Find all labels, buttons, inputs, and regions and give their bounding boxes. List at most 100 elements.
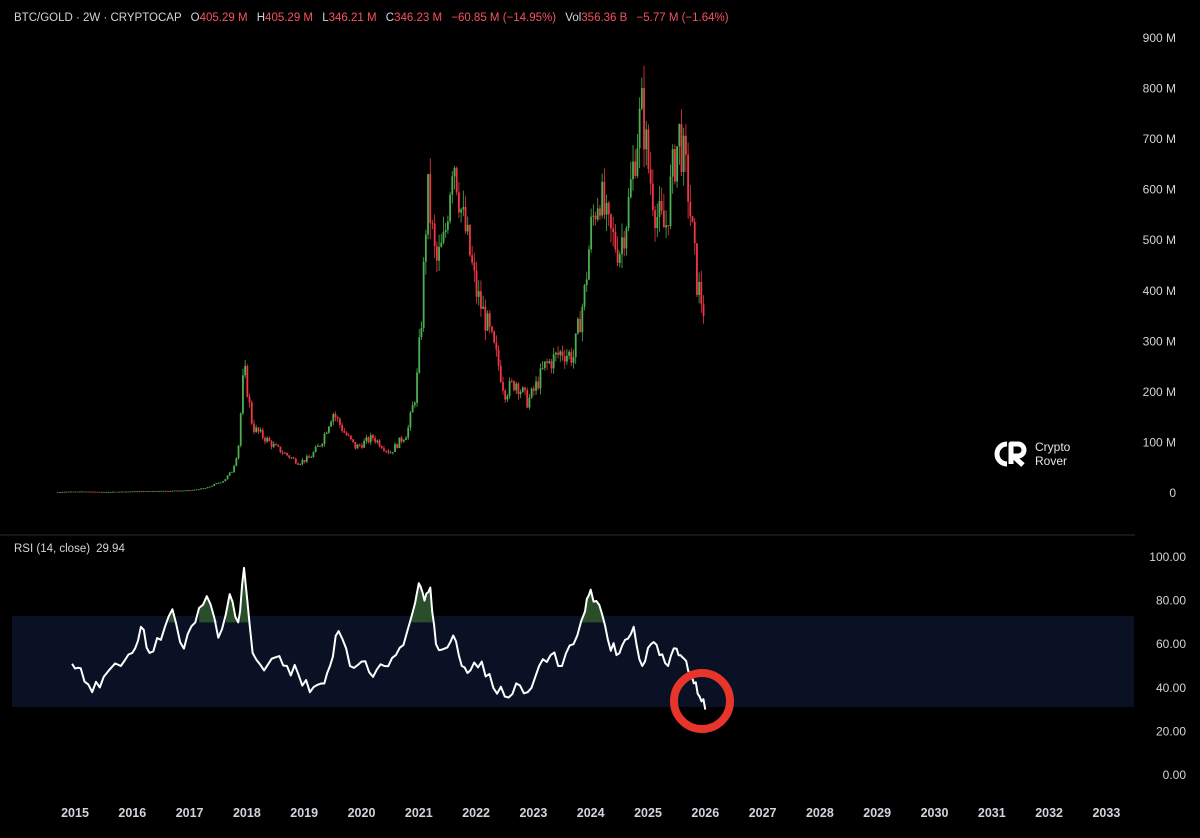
candle-body (504, 390, 507, 400)
candle-body (634, 161, 637, 176)
close-value: 346.23 M (394, 12, 443, 24)
price-y-tick: 500 M (1143, 233, 1176, 247)
candle-body (588, 249, 590, 280)
candle-body (195, 489, 198, 491)
price-y-tick: 900 M (1143, 31, 1176, 45)
candle-body (246, 365, 249, 397)
candle-body (120, 491, 123, 493)
candle-body (524, 387, 526, 391)
candle-body (658, 200, 661, 218)
candle-body (347, 435, 350, 437)
x-tick: 2026 (691, 806, 719, 820)
candle-body (418, 337, 421, 373)
rsi-y-tick: 40.00 (1156, 681, 1186, 695)
candle-body (577, 318, 579, 334)
candle-body (394, 444, 396, 452)
candle-body (83, 491, 86, 493)
highlight-circle (670, 669, 734, 733)
rsi-label: RSI (14, close) (14, 543, 91, 555)
open-value: 405.29 M (199, 12, 248, 24)
candle-body (299, 463, 302, 465)
candle-body (546, 361, 548, 364)
rsi-y-tick: 80.00 (1156, 594, 1186, 608)
candle-body (275, 444, 277, 446)
candle-body (100, 491, 103, 493)
candle-body (451, 176, 454, 195)
candle-body (554, 352, 557, 355)
candle-body (645, 129, 648, 150)
candle-body (424, 234, 427, 262)
candle-body (255, 427, 258, 432)
candle-body (206, 487, 209, 489)
candle-body (409, 412, 412, 428)
candle-body (305, 456, 308, 462)
high-label: H (256, 12, 266, 24)
candle-body (563, 356, 566, 362)
price-y-tick: 700 M (1143, 132, 1176, 146)
candle-body (420, 328, 423, 338)
candle-body (458, 192, 460, 213)
candle-body (253, 423, 255, 432)
candle-body (513, 381, 515, 391)
rsi-value: 29.94 (96, 543, 125, 555)
candle-body (528, 397, 531, 408)
x-tick: 2030 (921, 806, 949, 820)
candle-body (651, 183, 654, 211)
candle-body (662, 210, 665, 228)
candle-body (81, 491, 83, 493)
candle-body (464, 206, 467, 232)
candle-body (92, 491, 94, 493)
candle-body (162, 490, 165, 492)
candle-body (583, 285, 586, 307)
candle-body (486, 313, 489, 331)
candle-body (184, 490, 187, 492)
candle-body (365, 437, 368, 441)
candle-body (191, 490, 194, 491)
candle-body (671, 149, 674, 177)
candle-body (612, 228, 615, 233)
candle-body (614, 232, 617, 250)
candle-body (352, 439, 355, 442)
candle-body (592, 215, 595, 217)
candle-body (200, 488, 202, 490)
candle-body (687, 154, 690, 202)
candle-body (103, 491, 105, 493)
x-tick: 2029 (863, 806, 891, 820)
vol-change-value: −5.77 M (−1.64%) (636, 12, 729, 24)
candle-body (636, 148, 639, 176)
rsi-y-tick: 100.00 (1149, 550, 1186, 564)
candle-body (239, 413, 242, 446)
candle-body (213, 484, 216, 486)
x-tick: 2023 (519, 806, 547, 820)
candle-body (160, 490, 163, 492)
candle-body (548, 361, 551, 364)
candle-body (669, 176, 672, 227)
candle-body (283, 452, 286, 454)
candle-body (74, 491, 77, 493)
candle-body (233, 465, 236, 473)
candle-body (526, 390, 529, 408)
candle-body (506, 395, 509, 400)
candle-body (581, 306, 584, 333)
candle-body (621, 237, 623, 255)
candle-body (70, 491, 72, 493)
candle-body (167, 490, 169, 492)
candle-body (235, 458, 238, 466)
candle-body (134, 491, 136, 493)
candle-body (211, 485, 213, 487)
candle-body (579, 318, 582, 333)
candle-body (488, 313, 491, 327)
candle-body (171, 490, 174, 492)
candle-body (147, 491, 150, 493)
candle-body (502, 382, 504, 391)
candle-body (334, 414, 337, 418)
candle-body (557, 352, 559, 355)
x-tick: 2022 (462, 806, 490, 820)
candle-body (398, 437, 401, 449)
candle-body (158, 491, 161, 492)
candle-body (228, 472, 231, 476)
change-value: −60.85 M (−14.95%) (451, 12, 557, 24)
candle-body (204, 488, 207, 489)
candle-body (537, 381, 540, 389)
candle-body (482, 306, 485, 309)
